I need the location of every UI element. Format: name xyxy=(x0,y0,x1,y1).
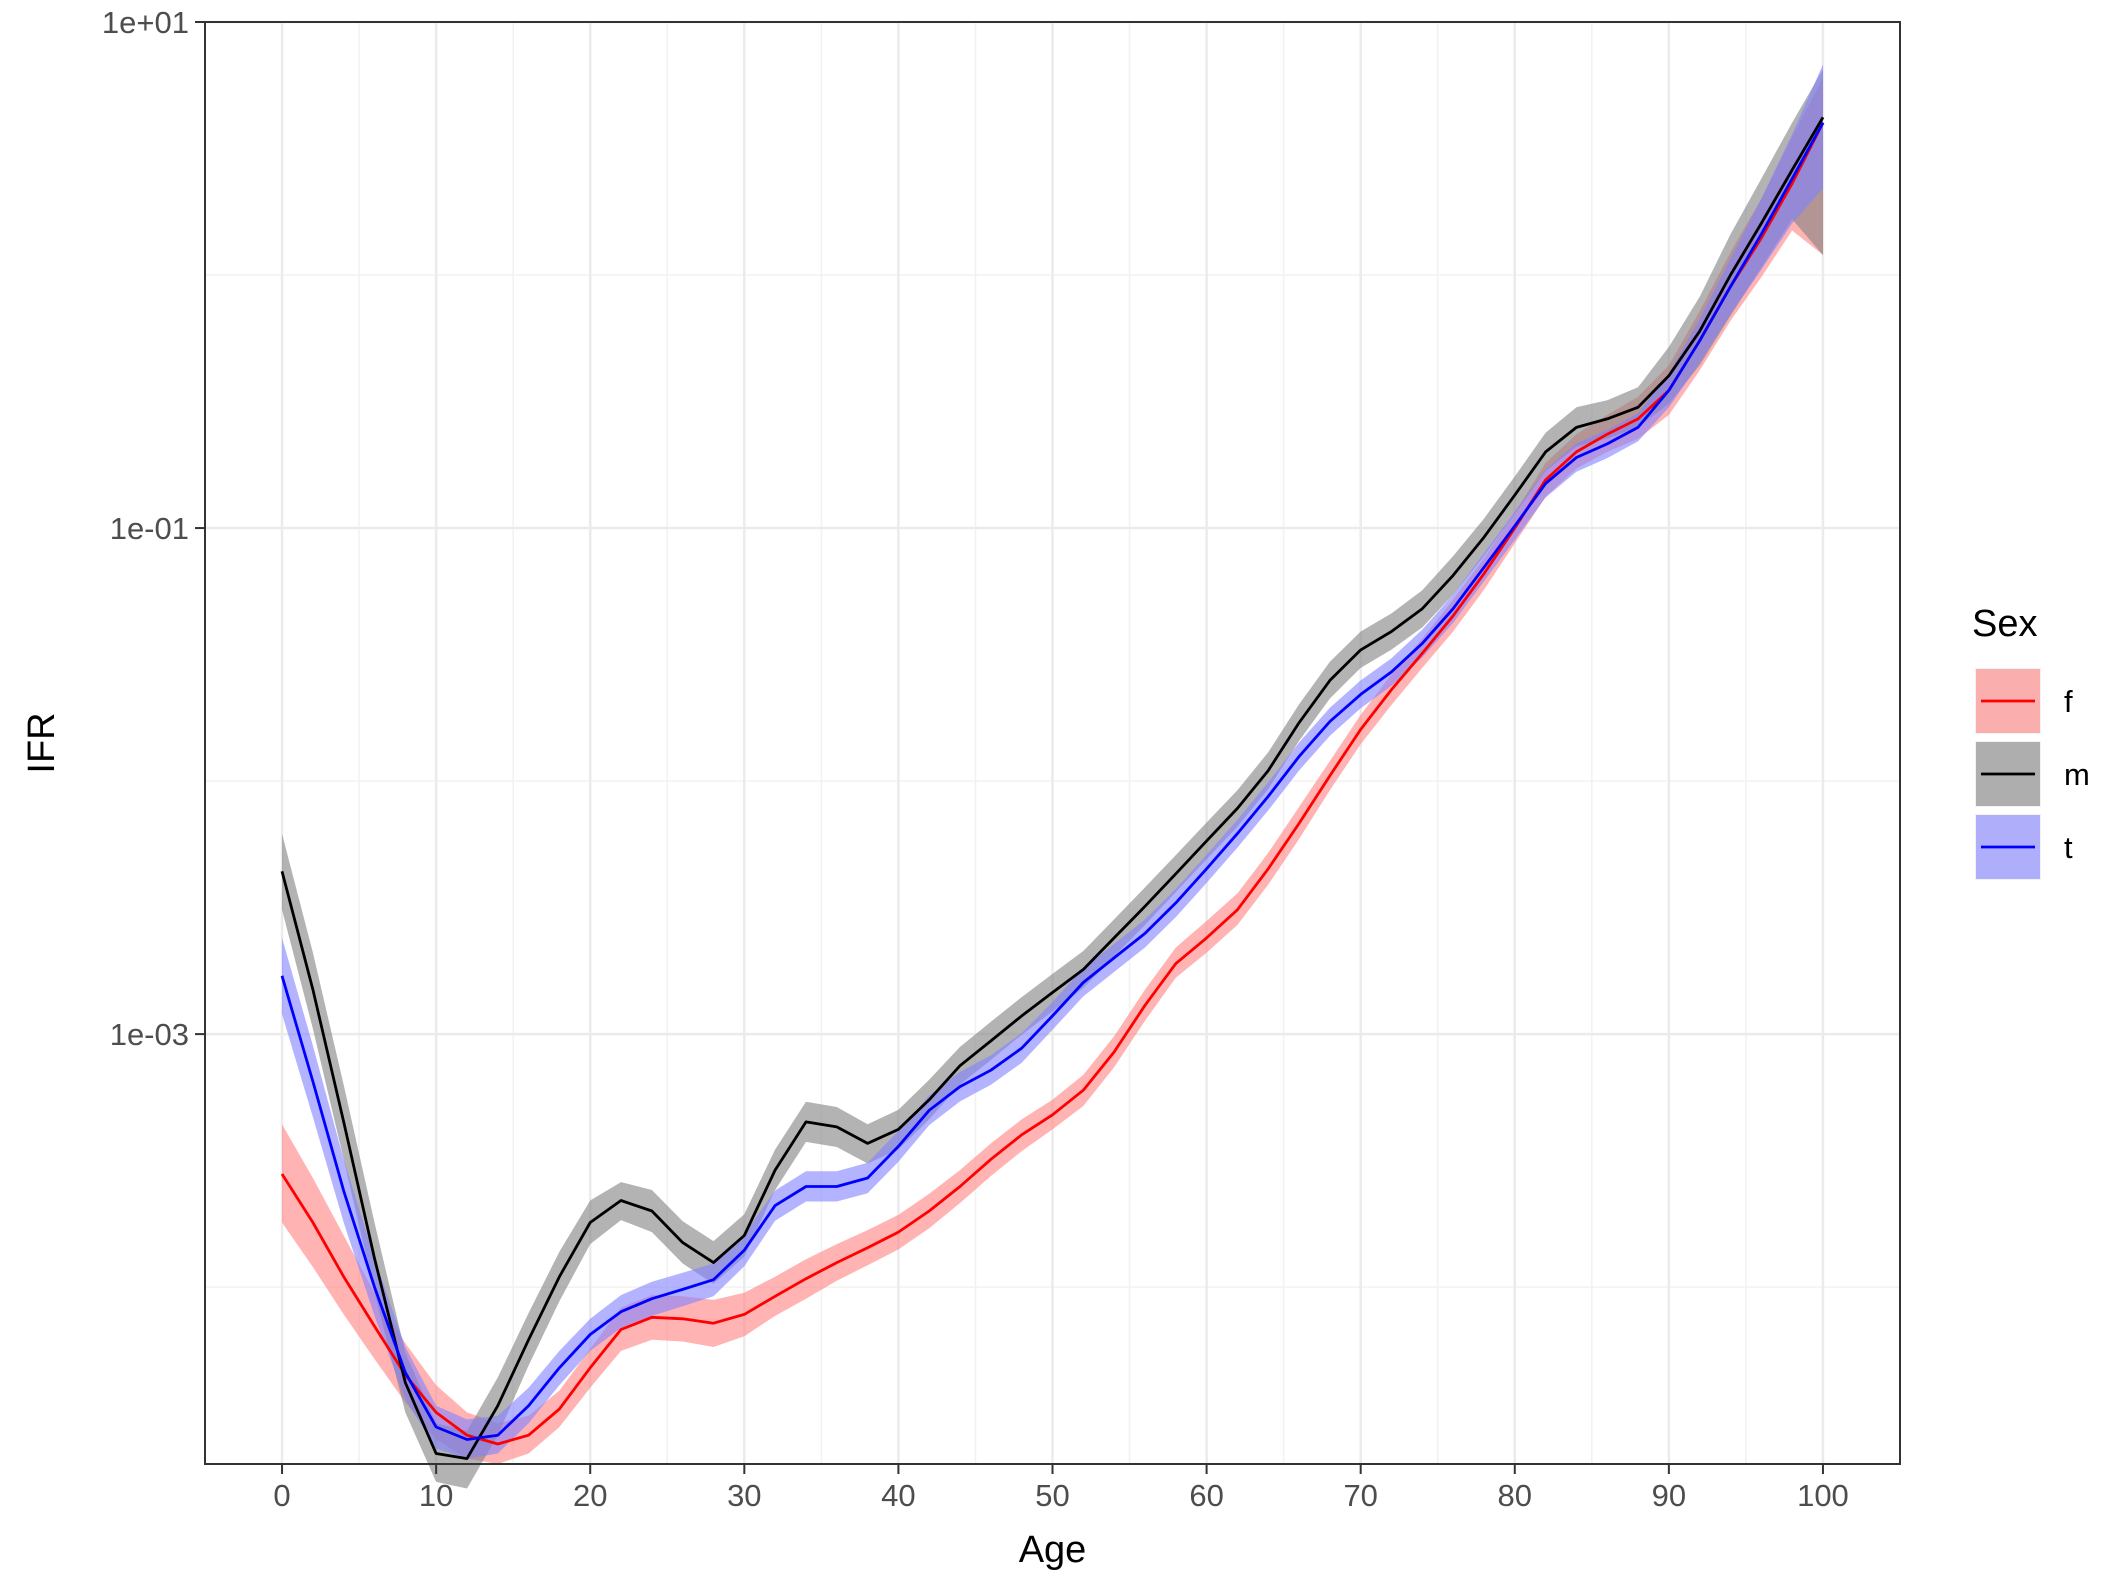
x-tick-label: 90 xyxy=(1652,1478,1686,1513)
x-tick-label: 30 xyxy=(727,1478,761,1513)
legend-label-t: t xyxy=(2064,830,2073,865)
x-tick-label: 60 xyxy=(1189,1478,1223,1513)
series-lines xyxy=(280,116,1825,1460)
series-line-t xyxy=(280,122,1825,1441)
x-tick-label: 40 xyxy=(881,1478,915,1513)
legend: Sex f m t xyxy=(1972,603,2090,880)
y-tick-label: 1e-01 xyxy=(110,511,189,546)
grid-lines xyxy=(205,20,1900,1464)
y-tick-label: 1e-03 xyxy=(110,1017,189,1052)
x-tick-label: 70 xyxy=(1343,1478,1377,1513)
x-tick-label: 100 xyxy=(1797,1478,1849,1513)
series-line-f xyxy=(280,122,1825,1446)
x-axis-title: Age xyxy=(1019,1529,1087,1571)
legend-label-f: f xyxy=(2064,684,2073,719)
x-tick-label: 10 xyxy=(419,1478,453,1513)
series-line-m xyxy=(280,116,1825,1460)
x-axis: 0 10 20 30 40 50 60 70 80 90 100 xyxy=(273,1464,1849,1513)
y-axis: 1e-03 1e-01 1e+01 xyxy=(102,5,205,1052)
x-tick-label: 50 xyxy=(1035,1478,1069,1513)
y-axis-title: IFR xyxy=(21,712,63,773)
x-tick-label: 80 xyxy=(1498,1478,1532,1513)
legend-label-m: m xyxy=(2064,757,2090,792)
y-tick-label: 1e+01 xyxy=(102,5,189,40)
x-tick-label: 20 xyxy=(573,1478,607,1513)
legend-title: Sex xyxy=(1972,603,2037,645)
x-tick-label: 0 xyxy=(273,1478,290,1513)
